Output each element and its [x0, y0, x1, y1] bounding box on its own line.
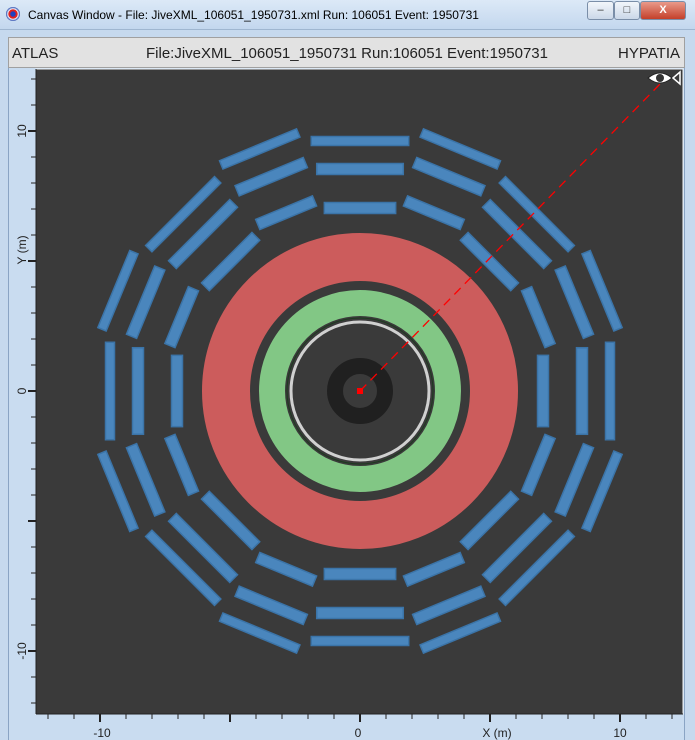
muon-chamber [144, 175, 222, 253]
muon-chamber [580, 450, 624, 533]
muon-chamber [163, 285, 200, 349]
minimize-button[interactable]: – [587, 1, 614, 20]
muon-chamber [163, 433, 200, 497]
muon-chamber [315, 162, 405, 176]
muon-chamber [125, 442, 166, 517]
y-tick-label: -10 [15, 642, 29, 660]
muon-chamber [310, 635, 410, 647]
y-axis-label: Y (m) [15, 235, 29, 264]
axis-ticks [28, 69, 683, 722]
muon-chamber [481, 512, 553, 584]
muon-chamber [554, 265, 595, 340]
muon-chamber [96, 450, 140, 533]
muon-chamber [96, 249, 140, 332]
muon-chamber [200, 490, 261, 551]
muon-chamber [234, 585, 309, 626]
muon-chamber [575, 346, 589, 436]
muon-chamber [131, 346, 145, 436]
x-tick-label: 10 [613, 726, 627, 740]
close-button[interactable]: X [640, 1, 686, 20]
muon-chamber [218, 127, 301, 171]
muon-chamber [411, 156, 486, 197]
hadronic-calorimeter [202, 233, 518, 549]
muon-chamber [144, 529, 222, 607]
muon-chamber [323, 201, 397, 215]
muon-chamber [520, 285, 557, 349]
muon-chamber [604, 341, 616, 441]
solenoid [289, 320, 431, 462]
muon-chamber [254, 551, 318, 588]
muon-chamber [498, 175, 576, 253]
muon-chamber [481, 198, 553, 270]
x-axis-label: X (m) [482, 726, 511, 740]
muon-chamber [536, 354, 550, 428]
hypatia-app-icon [6, 7, 20, 21]
muon-chamber [459, 231, 520, 292]
event-header: ATLAS File:JiveXML_106051_1950731 Run:10… [8, 37, 685, 68]
muon-chamber [498, 529, 576, 607]
muon-chamber [170, 354, 184, 428]
track[interactable] [359, 83, 661, 392]
y-tick-label: 10 [15, 124, 29, 138]
muon-chamber [402, 551, 466, 588]
inner-detector [327, 358, 393, 424]
muon-chamber [200, 231, 261, 292]
muon-chamber [580, 249, 624, 332]
muon-chamber [459, 490, 520, 551]
muon-chamber [167, 198, 239, 270]
em-calorimeter [259, 290, 461, 492]
muon-chamber [254, 194, 318, 231]
muon-chamber [520, 433, 557, 497]
muon-chamber [419, 127, 502, 171]
muon-chamber [234, 156, 309, 197]
muon-chamber [315, 606, 405, 620]
muon-chamber [554, 442, 595, 517]
muon-chamber [323, 567, 397, 581]
muon-chamber [411, 585, 486, 626]
muon-chamber [310, 135, 410, 147]
y-tick-label: 0 [15, 387, 29, 394]
maximize-button[interactable]: □ [614, 1, 640, 20]
title-bar[interactable]: Canvas Window - File: JiveXML_106051_195… [0, 0, 695, 30]
header-hypatia: HYPATIA [618, 45, 680, 62]
muon-chamber [419, 611, 502, 655]
eye-icon[interactable] [647, 70, 681, 86]
cryostat-line [286, 317, 434, 465]
header-event-info: File:JiveXML_106051_1950731 Run:106051 E… [146, 45, 548, 62]
muon-chamber [167, 512, 239, 584]
muon-chamber [125, 265, 166, 340]
x-tick-label: 0 [355, 726, 362, 740]
muon-chamber [218, 611, 301, 655]
muon-chamber [402, 194, 466, 231]
header-atlas: ATLAS [12, 45, 59, 62]
window-title: Canvas Window - File: JiveXML_106051_195… [28, 8, 479, 22]
x-tick-label: -10 [93, 726, 111, 740]
muon-chamber [104, 341, 116, 441]
